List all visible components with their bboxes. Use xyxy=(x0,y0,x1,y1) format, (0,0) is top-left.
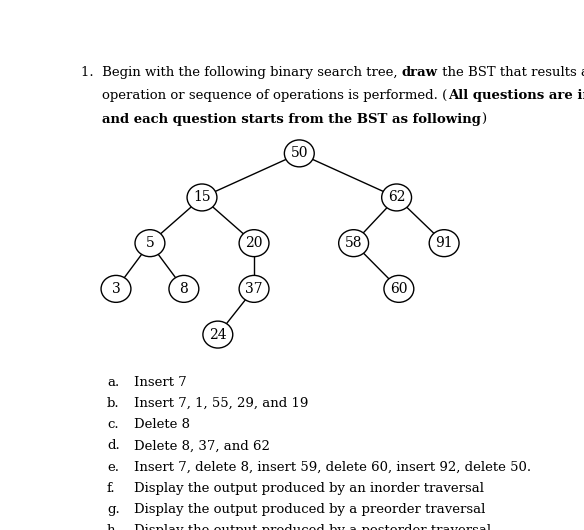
Text: operation or sequence of operations is performed. (: operation or sequence of operations is p… xyxy=(102,90,448,102)
Text: the BST that results after the: the BST that results after the xyxy=(438,66,584,78)
Text: 8: 8 xyxy=(179,282,188,296)
Text: g.: g. xyxy=(107,503,120,516)
Text: c.: c. xyxy=(107,418,119,431)
Text: 91: 91 xyxy=(435,236,453,250)
Text: 15: 15 xyxy=(193,190,211,205)
Text: Insert 7, delete 8, insert 59, delete 60, insert 92, delete 50.: Insert 7, delete 8, insert 59, delete 60… xyxy=(134,461,531,474)
Text: Insert 7: Insert 7 xyxy=(134,376,187,389)
Circle shape xyxy=(384,276,414,302)
Circle shape xyxy=(203,321,233,348)
Circle shape xyxy=(135,229,165,257)
Text: 20: 20 xyxy=(245,236,263,250)
Circle shape xyxy=(339,229,369,257)
Text: f.: f. xyxy=(107,482,116,495)
Text: 58: 58 xyxy=(345,236,362,250)
Text: 60: 60 xyxy=(390,282,408,296)
Circle shape xyxy=(284,140,314,167)
Text: Display the output produced by an inorder traversal: Display the output produced by an inorde… xyxy=(134,482,484,495)
Text: d.: d. xyxy=(107,439,120,453)
Circle shape xyxy=(239,229,269,257)
Text: and each question starts from the BST as following: and each question starts from the BST as… xyxy=(102,113,481,126)
Text: All questions are independent: All questions are independent xyxy=(448,90,584,102)
Text: b.: b. xyxy=(107,397,120,410)
Text: a.: a. xyxy=(107,376,119,389)
Text: Delete 8, 37, and 62: Delete 8, 37, and 62 xyxy=(134,439,270,453)
Text: draw: draw xyxy=(402,66,438,78)
Circle shape xyxy=(101,276,131,302)
Text: Delete 8: Delete 8 xyxy=(134,418,190,431)
Text: 62: 62 xyxy=(388,190,405,205)
Text: 50: 50 xyxy=(291,146,308,161)
Circle shape xyxy=(382,184,412,211)
Text: 37: 37 xyxy=(245,282,263,296)
Text: ): ) xyxy=(481,113,486,126)
Circle shape xyxy=(187,184,217,211)
Text: Insert 7, 1, 55, 29, and 19: Insert 7, 1, 55, 29, and 19 xyxy=(134,397,308,410)
Text: 3: 3 xyxy=(112,282,120,296)
Text: 5: 5 xyxy=(145,236,154,250)
Circle shape xyxy=(429,229,459,257)
Text: h.: h. xyxy=(107,524,120,530)
Text: Display the output produced by a postorder traversal.: Display the output produced by a postord… xyxy=(134,524,495,530)
Circle shape xyxy=(169,276,199,302)
Text: 24: 24 xyxy=(209,328,227,341)
Text: Display the output produced by a preorder traversal: Display the output produced by a preorde… xyxy=(134,503,485,516)
Text: e.: e. xyxy=(107,461,119,474)
Text: 1.  Begin with the following binary search tree,: 1. Begin with the following binary searc… xyxy=(81,66,402,78)
Circle shape xyxy=(239,276,269,302)
